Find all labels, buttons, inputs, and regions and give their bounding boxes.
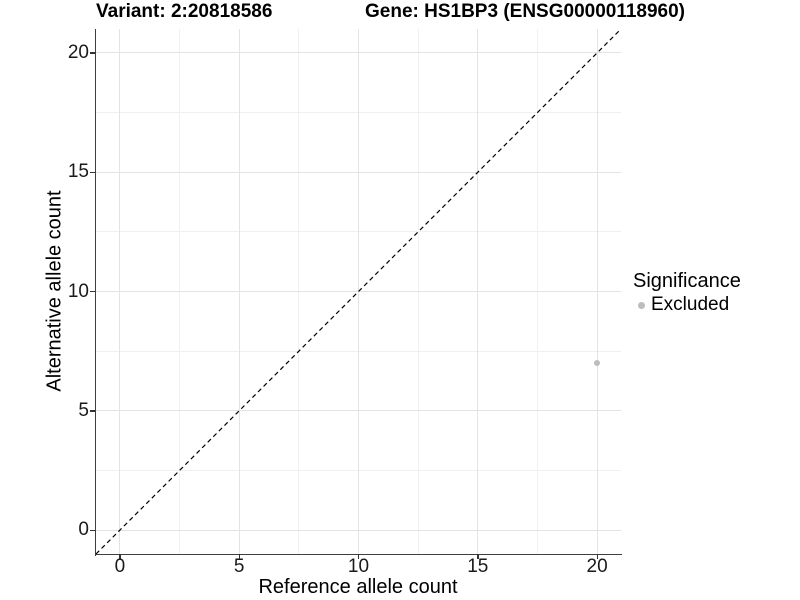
x-tick-mark xyxy=(596,554,598,559)
y-tick-label: 0 xyxy=(78,519,89,541)
x-tick-mark xyxy=(357,554,360,559)
gridline-major-horizontal xyxy=(96,410,621,412)
x-tick-label: 0 xyxy=(114,556,126,577)
y-tick-mark xyxy=(89,529,95,531)
gridline-major-horizontal xyxy=(96,529,621,531)
y-tick-mark xyxy=(89,410,95,412)
legend-entry-excluded: Excluded xyxy=(633,294,741,316)
x-axis-title: Reference allele count xyxy=(258,576,458,598)
data-point xyxy=(594,360,601,367)
x-tick-label: 10 xyxy=(347,556,370,577)
gridline-major-horizontal xyxy=(96,171,621,173)
y-tick-label: 15 xyxy=(67,161,89,183)
x-tick-mark xyxy=(238,554,240,559)
y-axis-title: Alternative allele count xyxy=(43,190,66,392)
legend-entry-label: Excluded xyxy=(651,294,730,315)
x-tick-label: 5 xyxy=(233,556,245,577)
x-tick-mark xyxy=(477,554,479,559)
gene-title: Gene: HS1BP3 (ENSG00000118960) xyxy=(365,1,686,22)
plot-panel xyxy=(95,28,622,555)
x-tick-mark xyxy=(119,554,121,559)
gridline-major-horizontal xyxy=(96,52,621,54)
y-tick-label: 20 xyxy=(67,41,89,63)
y-tick-mark xyxy=(89,171,95,173)
legend-title: Significance xyxy=(633,270,741,292)
y-tick-label: 10 xyxy=(67,280,89,302)
x-tick-label: 20 xyxy=(586,556,608,577)
y-tick-label: 5 xyxy=(78,399,89,421)
y-axis-line xyxy=(94,29,96,556)
identity-line xyxy=(95,28,622,555)
gridline-major-horizontal xyxy=(96,291,621,293)
variant-title: Variant: 2:20818586 xyxy=(96,1,273,22)
legend: Significance Excluded xyxy=(633,269,741,316)
y-tick-mark xyxy=(89,290,95,293)
x-tick-label: 15 xyxy=(467,556,489,577)
legend-point-icon xyxy=(638,301,645,309)
y-tick-mark xyxy=(89,52,95,54)
